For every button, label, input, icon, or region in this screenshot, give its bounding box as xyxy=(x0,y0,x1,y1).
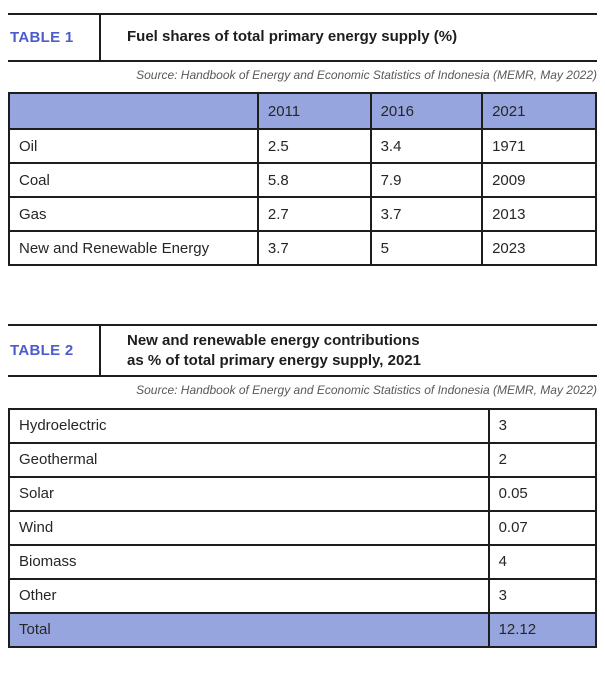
row-label: Solar xyxy=(8,475,490,512)
cell-value: 2 xyxy=(487,441,598,478)
table2: Hydroelectric 3 Geothermal 2 Solar 0.05 … xyxy=(8,407,598,648)
document-page: TABLE 1 Fuel shares of total primary ene… xyxy=(8,13,598,648)
cell-value: 3.4 xyxy=(369,128,484,165)
row-label: New and Renewable Energy xyxy=(8,230,259,267)
cell-value: 4 xyxy=(487,543,598,580)
table-row: Geothermal 2 xyxy=(8,441,598,478)
table2-total-row: Total 12.12 xyxy=(8,611,598,648)
table1-header-cell-2011: 2011 xyxy=(256,92,372,131)
table-row: Solar 0.05 xyxy=(8,475,598,512)
cell-value: 0.07 xyxy=(487,509,598,546)
cell-value: 3 xyxy=(487,407,598,444)
table-row: New and Renewable Energy 3.7 5 2023 xyxy=(8,230,597,267)
table1-title-text: Fuel shares of total primary energy supp… xyxy=(127,28,458,46)
table2-source-note: Source: Handbook of Energy and Economic … xyxy=(136,383,597,398)
total-row-value: 12.12 xyxy=(487,611,598,648)
table2-title-line2: as % of total primary energy supply, 202… xyxy=(127,351,421,369)
table-row: Coal 5.8 7.9 2009 xyxy=(8,162,597,199)
cell-value: 3.7 xyxy=(256,230,372,267)
cell-value: 1971 xyxy=(481,128,597,165)
table-row: Biomass 4 xyxy=(8,543,598,580)
table-row: Gas 2.7 3.7 2013 xyxy=(8,196,597,233)
table2-title: New and renewable energy contributions a… xyxy=(101,326,421,375)
row-label: Oil xyxy=(8,128,259,165)
table-row: Wind 0.07 xyxy=(8,509,598,546)
cell-value: 3 xyxy=(487,577,598,614)
table-row: Hydroelectric 3 xyxy=(8,407,598,444)
table-row: Other 3 xyxy=(8,577,598,614)
cell-value: 2009 xyxy=(481,162,597,199)
table1-header-row: 2011 2016 2021 xyxy=(8,92,597,131)
cell-value: 3.7 xyxy=(369,196,484,233)
table1-header-cell-2021: 2021 xyxy=(481,92,597,131)
cell-value: 2.7 xyxy=(256,196,372,233)
table2-caption-band: TABLE 2 New and renewable energy contrib… xyxy=(8,324,597,378)
row-label: Wind xyxy=(8,509,490,546)
table1-header-cell-2016: 2016 xyxy=(369,92,484,131)
cell-value: 5 xyxy=(369,230,484,267)
table1-header-cell-blank xyxy=(8,92,259,131)
cell-value: 2023 xyxy=(481,230,597,267)
row-label: Gas xyxy=(8,196,259,233)
cell-value: 0.05 xyxy=(487,475,598,512)
cell-value: 2013 xyxy=(481,196,597,233)
table2-label: TABLE 2 xyxy=(8,326,101,376)
table2-title-line1: New and renewable energy contributions xyxy=(127,331,420,349)
table1-label: TABLE 1 xyxy=(8,15,101,60)
table-row: Oil 2.5 3.4 1971 xyxy=(8,128,597,165)
table1: 2011 2016 2021 Oil 2.5 3.4 1971 Coal 5.8… xyxy=(8,92,597,267)
row-label: Biomass xyxy=(8,543,490,580)
row-label: Coal xyxy=(8,162,259,199)
row-label: Geothermal xyxy=(8,441,490,478)
row-label: Other xyxy=(8,577,490,614)
cell-value: 2.5 xyxy=(256,128,372,165)
cell-value: 5.8 xyxy=(256,162,372,199)
table1-source-note: Source: Handbook of Energy and Economic … xyxy=(136,68,597,82)
row-label: Hydroelectric xyxy=(8,407,490,444)
table1-caption-band: TABLE 1 Fuel shares of total primary ene… xyxy=(8,13,597,62)
total-row-label: Total xyxy=(8,611,490,648)
cell-value: 7.9 xyxy=(369,162,484,199)
table1-title: Fuel shares of total primary energy supp… xyxy=(101,15,457,60)
